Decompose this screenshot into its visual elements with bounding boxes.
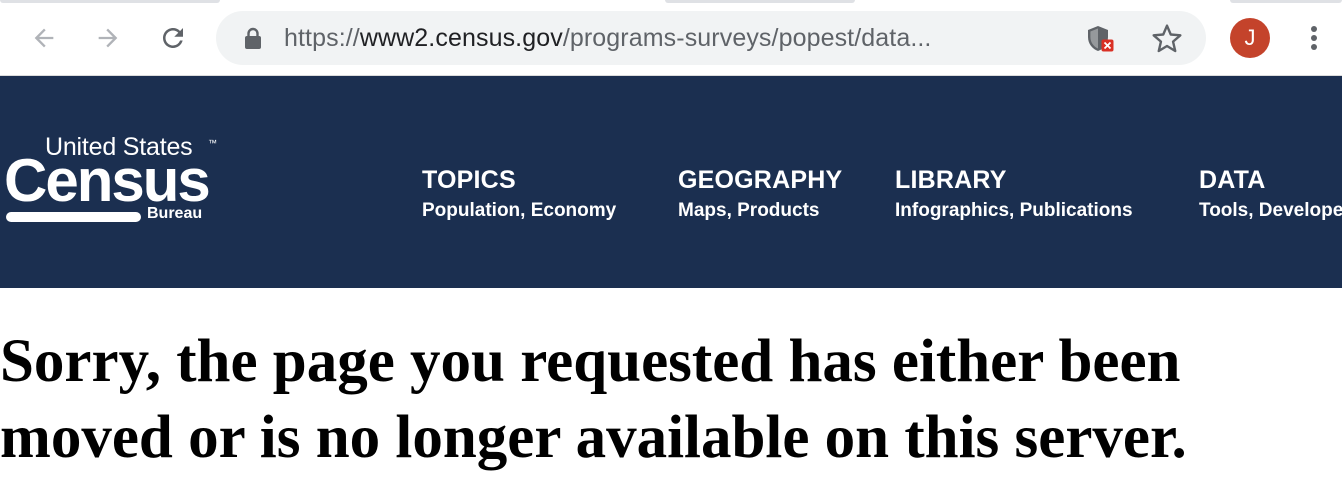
nav-data-subtitle: Tools, Developers (1199, 200, 1342, 221)
nav-topics-title: TOPICS (422, 166, 516, 194)
tab-strip-edge (1230, 0, 1342, 3)
url-host: www2.census.gov (359, 24, 563, 52)
nav-data-title: DATA (1199, 166, 1266, 194)
star-icon[interactable] (1151, 23, 1183, 55)
arrow-left-icon (34, 28, 54, 48)
logo-top-line: United States (45, 133, 193, 161)
error-heading: Sorry, the page you requested has either… (0, 324, 1342, 476)
nav-library-title: LIBRARY (895, 166, 1007, 194)
arrow-right-icon (98, 28, 118, 48)
site-header: United States ™ Census Bureau TOPICS Pop… (0, 76, 1342, 288)
nav-topics-subtitle: Population, Economy (422, 200, 617, 221)
nav-geography[interactable]: GEOGRAPHY Maps, Products (678, 166, 842, 222)
lock-icon[interactable] (242, 26, 264, 50)
kebab-menu-icon[interactable] (1300, 20, 1328, 56)
logo-bureau: Bureau (147, 205, 203, 222)
url-path: /programs-surveys/popest/data... (562, 24, 932, 52)
shield-blocked-icon[interactable] (1086, 24, 1116, 54)
tab-strip-edge (0, 0, 220, 3)
census-logo[interactable]: United States ™ Census Bureau (0, 132, 230, 232)
reload-button[interactable] (153, 18, 193, 58)
forward-button[interactable] (88, 18, 128, 58)
back-button[interactable] (24, 18, 64, 58)
nav-geography-subtitle: Maps, Products (678, 200, 820, 221)
tab-strip-edge (665, 0, 855, 3)
nav-data[interactable]: DATA Tools, Developers (1199, 166, 1342, 222)
logo-main-word: Census (4, 147, 211, 214)
reload-icon (163, 28, 183, 48)
logo-trademark: ™ (208, 138, 217, 148)
url-text[interactable]: https://www2.census.gov/programs-surveys… (284, 24, 931, 52)
profile-avatar[interactable]: J (1230, 18, 1270, 58)
logo-underline (6, 212, 141, 222)
nav-library[interactable]: LIBRARY Infographics, Publications (895, 166, 1133, 222)
nav-geography-title: GEOGRAPHY (678, 166, 843, 194)
browser-toolbar: https://www2.census.gov/programs-surveys… (0, 0, 1342, 76)
error-line-2: moved or is no longer available on this … (0, 404, 1187, 471)
address-bar[interactable]: https://www2.census.gov/programs-surveys… (216, 11, 1206, 65)
nav-library-subtitle: Infographics, Publications (895, 200, 1133, 221)
url-scheme: https:// (284, 24, 360, 52)
error-line-1: Sorry, the page you requested has either… (0, 328, 1181, 395)
nav-topics[interactable]: TOPICS Population, Economy (422, 166, 616, 222)
